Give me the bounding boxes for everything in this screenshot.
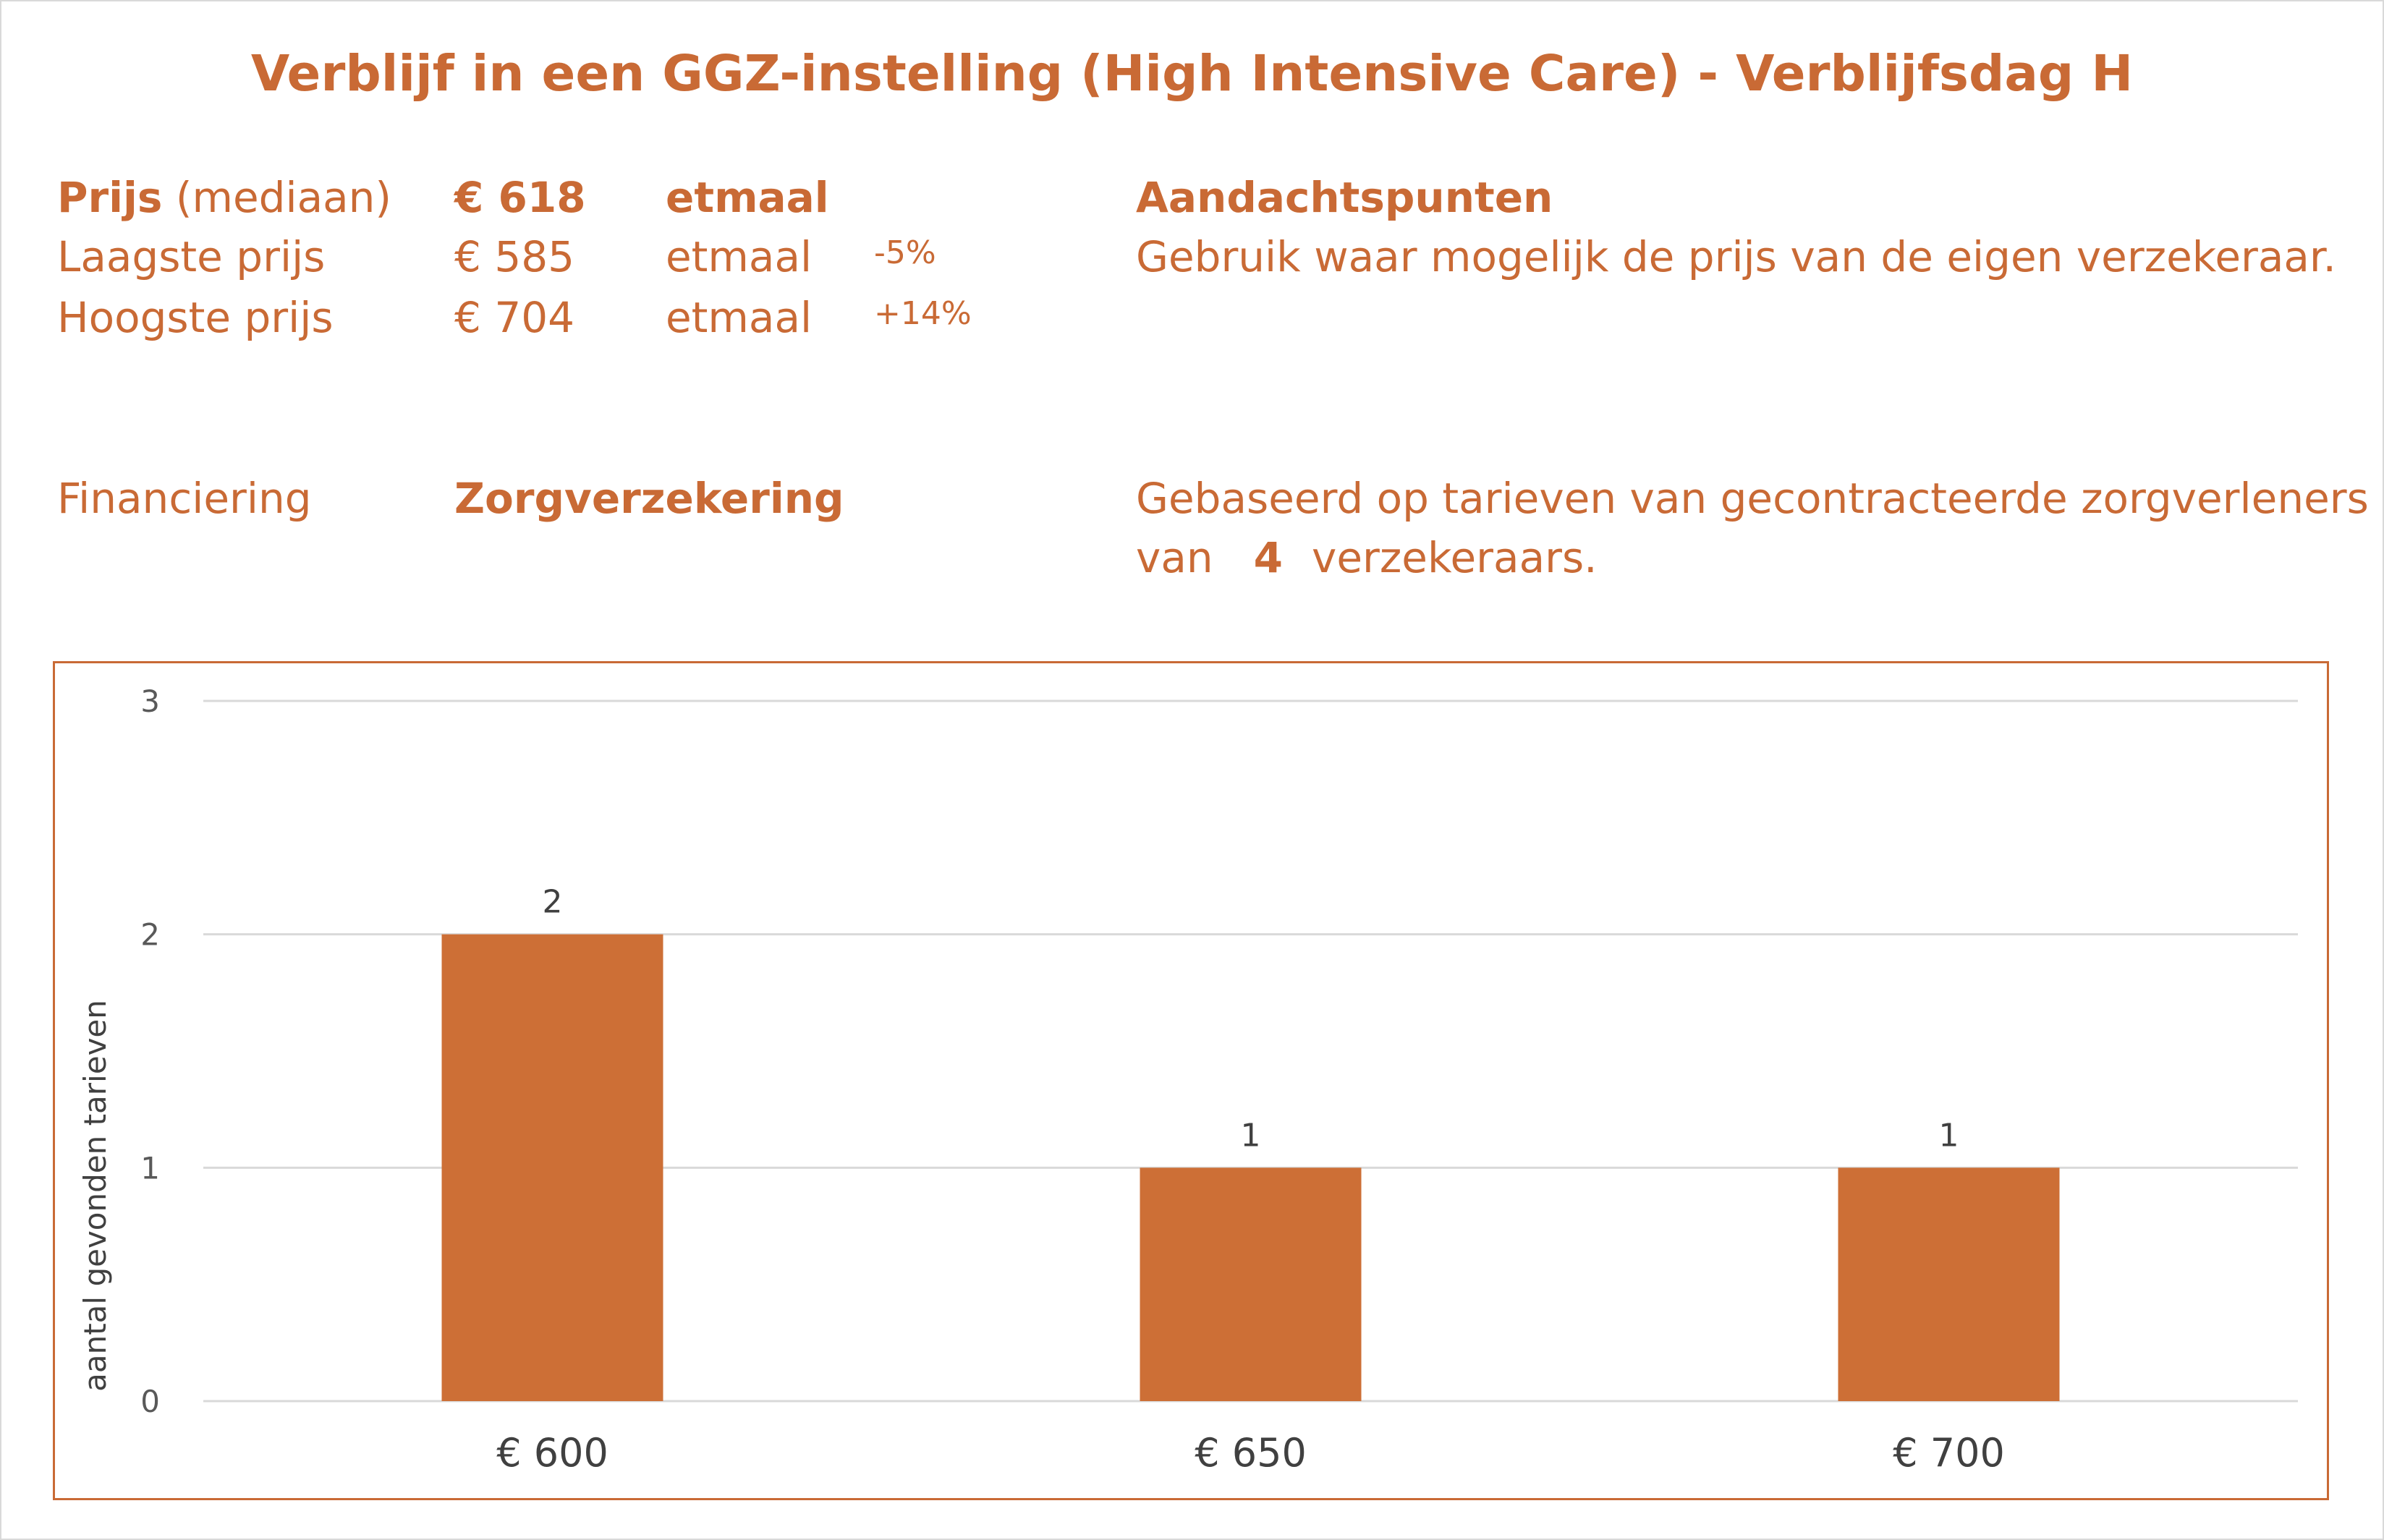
chart-container: 0 1 2 3 2 1 1 € 600 € 650 € 700 aantal gevonden… — [53, 661, 2329, 1500]
x-tick-labels: € 600 € 650 € 700 — [496, 1430, 2005, 1476]
y-tick-label: 3 — [140, 684, 160, 719]
x-tick-label: € 700 — [1893, 1430, 2005, 1476]
data-label: 1 — [1241, 1117, 1261, 1154]
high-value: € 704 — [454, 293, 575, 342]
high-unit: etmaal — [666, 293, 813, 342]
basis-line2: van 4 verzekeraars. — [1136, 537, 1598, 579]
financing-label: Financiering — [57, 474, 312, 523]
page-title: Verblijf in een GGZ-instelling (High Int… — [250, 45, 2134, 103]
y-tick-label: 0 — [140, 1384, 160, 1419]
bars — [441, 934, 2060, 1401]
bar — [441, 934, 663, 1401]
data-labels: 2 1 1 — [543, 884, 1959, 1154]
high-pct: +14% — [874, 295, 972, 332]
low-pct: -5% — [874, 234, 936, 271]
attention-heading: Aandachtspunten — [1136, 173, 1553, 222]
basis-suffix: verzekeraars. — [1312, 533, 1598, 582]
basis-line1: Gebaseerd op tarieven van gecontracteerd… — [1136, 474, 2369, 523]
high-label: Hoogste prijs — [57, 293, 334, 342]
bar — [1140, 1167, 1362, 1401]
y-axis-label: aantal gevonden tarieven — [77, 1000, 113, 1392]
low-label: Laagste prijs — [57, 232, 326, 281]
x-tick-label: € 650 — [1195, 1430, 1307, 1476]
y-tick-label: 1 — [140, 1150, 160, 1186]
attention-text: Gebruik waar mogelijk de prijs van de ei… — [1136, 232, 2336, 281]
financing-value: Zorgverzekering — [454, 474, 844, 523]
median-label: Prijs (mediaan) — [57, 176, 391, 218]
data-label: 1 — [1939, 1117, 1959, 1154]
basis-prefix: van — [1136, 533, 1213, 582]
y-tick-labels: 0 1 2 3 — [140, 684, 160, 1419]
median-unit: etmaal — [666, 173, 829, 222]
data-label: 2 — [543, 884, 563, 921]
y-tick-label: 2 — [140, 917, 160, 953]
low-value: € 585 — [454, 232, 575, 281]
low-unit: etmaal — [666, 232, 813, 281]
bar — [1838, 1167, 2060, 1401]
median-value: € 618 — [454, 173, 586, 222]
x-tick-label: € 600 — [496, 1430, 608, 1476]
median-label-bold: Prijs — [57, 173, 163, 222]
insurer-count: 4 — [1253, 533, 1283, 582]
median-label-rest: (mediaan) — [175, 173, 392, 222]
bar-chart: 0 1 2 3 2 1 1 € 600 € 650 € 700 aantal gevonden… — [77, 684, 2298, 1476]
